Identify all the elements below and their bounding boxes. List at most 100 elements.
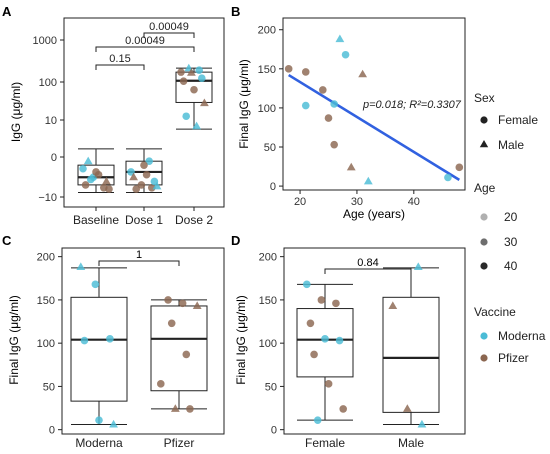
annotation-r2: R²=0.3307 [409, 99, 462, 111]
x-tick-label-dose1: Dose 1 [125, 213, 163, 227]
panel-b-plot-area [282, 17, 466, 191]
x-tick-label: 20 [294, 196, 306, 208]
panel-a-point [177, 68, 185, 76]
legend-male-key [479, 140, 489, 148]
y-tick-label: 0 [49, 425, 55, 437]
panel-c-axes: 0 50 100 150 200 [37, 252, 62, 437]
panel-a-point [102, 176, 111, 185]
panel-a-significance-brackets [95, 32, 195, 70]
x-tick-label-pfizer: Pfizer [164, 436, 195, 450]
bracket-label-baseline-dose1: 0.15 [109, 53, 130, 65]
panel-d-point [335, 336, 344, 345]
panel-c-point [106, 335, 114, 343]
panel-c: C 0 50 100 150 200 Final IgG (μg/ml) Moderna… [2, 233, 225, 450]
panel-a-point [182, 112, 190, 121]
panel-d-point [339, 405, 348, 413]
panel-a-point [200, 98, 209, 107]
y-tick-label: 0 [270, 181, 276, 193]
legend-moderna-key [480, 332, 488, 340]
y-tick-label: 0 [51, 152, 57, 164]
panel-b-annotation: p=0.018; R²=0.3307 [362, 99, 462, 111]
panel-c-box-pfizer-box [150, 305, 208, 392]
panel-a-bracket-labels: 0.15 0.00049 0.00049 [109, 21, 189, 65]
y-tick-label: 200 [259, 252, 277, 264]
legend-age-30-label: 30 [504, 235, 518, 249]
legend-age-30-key [480, 238, 488, 246]
panel-c-x-tick-labels: Moderna Pfizer [75, 436, 194, 450]
panel-a-point [142, 170, 151, 179]
y-tick-label: 100 [39, 77, 57, 89]
panel-d-point [303, 280, 311, 289]
panel-c-plot-area [61, 247, 225, 435]
panel-a-point [152, 181, 162, 190]
panel-d-point [321, 335, 329, 343]
panel-c-y-axis-label: Final IgG (μg/ml) [7, 295, 21, 385]
panel-b-point [346, 162, 356, 171]
panel-a-point [83, 156, 93, 165]
annotation-p: p=0.018; [362, 99, 409, 111]
panel-a-point [127, 168, 135, 176]
y-tick-label: 150 [259, 295, 277, 307]
panel-b-axes: 0 50 100 150 200 20 30 40 [258, 25, 420, 208]
panel-d-point [306, 319, 315, 328]
panel-c-point [164, 296, 172, 304]
panel-d-point [324, 380, 333, 388]
panel-c-point [80, 336, 89, 345]
y-tick-label: 200 [258, 25, 276, 37]
panel-a-point [190, 85, 198, 94]
panel-d: D 0 50 100 150 200 Final IgG (μg/ml) Female … [231, 233, 466, 450]
legend-age-40-label: 40 [504, 259, 518, 273]
panel-a-point [81, 181, 90, 189]
panel-a-x-ticks [95, 207, 195, 211]
x-tick-label: 40 [408, 196, 420, 208]
panel-a-point [187, 68, 196, 76]
y-tick-label: 0 [271, 425, 277, 437]
panel-a-y-tick-labels: 1000 100 10 0 −10 [33, 35, 57, 204]
panel-c-label: C [2, 233, 12, 248]
panel-d-marks [296, 262, 440, 428]
panel-c-point [95, 416, 103, 424]
y-tick-label: −10 [38, 192, 57, 204]
panel-a: A 1000 100 10 0 −10 IgG (μg/ml) Baseline… [2, 4, 225, 227]
legend-sex-title: Sex [474, 91, 495, 105]
panel-c-point [109, 419, 118, 428]
bracket-label-baseline-dose2: 0.00049 [125, 35, 165, 47]
y-tick-label: 150 [258, 64, 276, 76]
panel-c-significance-bracket [98, 260, 180, 266]
panel-d-point [388, 301, 398, 309]
panel-b-point [301, 101, 310, 110]
panel-a-point [148, 183, 156, 192]
bracket-dose1-dose2 [143, 32, 195, 38]
panel-d-bracket-label: 0.84 [357, 257, 378, 269]
panel-b-point [284, 65, 293, 73]
panel-d-axes: 0 50 100 150 200 [259, 252, 284, 437]
x-tick-label: 30 [351, 196, 363, 208]
panel-b-marks [284, 34, 464, 185]
legend-pfizer-label: Pfizer [498, 351, 529, 365]
legend-moderna-label: Moderna [498, 329, 546, 343]
panel-b-label: B [231, 4, 240, 19]
panel-c-point [192, 301, 202, 309]
panel-b-point [330, 100, 338, 108]
panel-c-point [170, 404, 180, 412]
x-tick-label-male: Male [398, 436, 424, 450]
panel-a-point [140, 161, 148, 169]
panel-a-point [195, 66, 203, 75]
panel-d-y-axis-label: Final IgG (μg/ml) [234, 295, 248, 385]
panel-c-point [91, 280, 100, 289]
panel-a-point [94, 170, 103, 179]
y-tick-label: 200 [37, 252, 55, 264]
panel-b-point [319, 86, 327, 94]
panel-b-point [363, 176, 373, 185]
panel-d-point [310, 350, 318, 359]
panel-a-label: A [2, 4, 12, 19]
legend: Sex Female Male Age 20 30 40 Vaccine Mod… [474, 91, 546, 365]
panel-a-point [137, 181, 146, 189]
legend-female-key [480, 116, 488, 124]
y-tick-label: 150 [37, 295, 55, 307]
panel-d-point [413, 262, 423, 271]
legend-age-title: Age [474, 181, 496, 195]
panel-a-box-baseline-box [77, 164, 115, 186]
y-tick-label: 1000 [33, 35, 57, 47]
legend-age-20-label: 20 [504, 210, 518, 224]
